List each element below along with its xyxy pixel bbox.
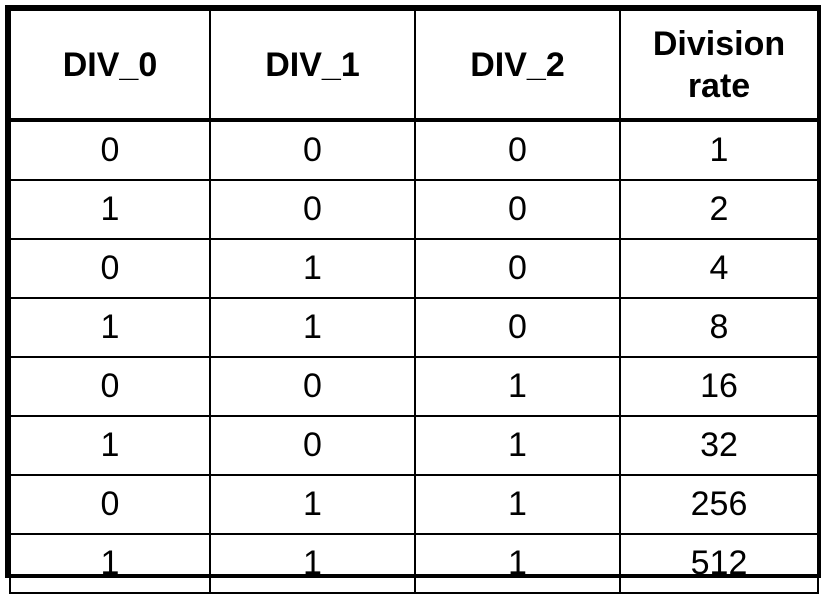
cell-div-2: 1 [414,533,621,594]
header-division-rate-line1: Division [652,24,786,63]
table-row: 1 1 1 512 [9,533,819,594]
cell-division-rate: 256 [619,474,819,535]
cell-div-0: 1 [9,297,211,358]
cell-div-2: 0 [414,179,621,240]
table-body: 0 0 0 1 1 0 0 2 0 1 0 4 1 1 0 8 [9,119,819,594]
table-row: 0 1 1 256 [9,474,819,535]
cell-div-1: 1 [209,238,416,299]
header-division-rate-line2: rate [687,66,751,105]
cell-div-1: 0 [209,119,416,181]
cell-div-0: 1 [9,533,211,594]
cell-div-2: 0 [414,119,621,181]
division-rate-table: DIV_0 DIV_1 DIV_2 Division rate 0 0 0 1 … [5,5,821,594]
cell-div-2: 0 [414,297,621,358]
cell-div-2: 0 [414,238,621,299]
table-row: 1 1 0 8 [9,297,819,358]
cell-division-rate: 2 [619,179,819,240]
cell-div-0: 0 [9,119,211,181]
cell-div-0: 0 [9,356,211,417]
table-row: 1 0 1 32 [9,415,819,476]
cell-div-2: 1 [414,356,621,417]
cell-div-0: 1 [9,179,211,240]
header-div-1: DIV_1 [209,9,416,122]
cell-div-0: 1 [9,415,211,476]
cell-div-1: 0 [209,356,416,417]
cell-division-rate: 8 [619,297,819,358]
cell-division-rate: 32 [619,415,819,476]
cell-div-1: 0 [209,415,416,476]
table-row: 0 0 0 1 [9,119,819,181]
cell-div-0: 0 [9,474,211,535]
header-div-2: DIV_2 [414,9,621,122]
cell-division-rate: 4 [619,238,819,299]
cell-div-0: 0 [9,238,211,299]
table-row: 0 1 0 4 [9,238,819,299]
header-row: DIV_0 DIV_1 DIV_2 Division rate [9,9,819,122]
table-row: 1 0 0 2 [9,179,819,240]
cell-div-1: 1 [209,533,416,594]
header-div-0: DIV_0 [9,9,211,122]
cell-div-2: 1 [414,415,621,476]
cell-div-1: 1 [209,474,416,535]
header-division-rate: Division rate [619,9,819,122]
table: DIV_0 DIV_1 DIV_2 Division rate 0 0 0 1 … [9,9,819,594]
cell-division-rate: 16 [619,356,819,417]
cell-division-rate: 512 [619,533,819,594]
cell-div-1: 0 [209,179,416,240]
cell-div-2: 1 [414,474,621,535]
table-row: 0 0 1 16 [9,356,819,417]
cell-division-rate: 1 [619,119,819,181]
cell-div-1: 1 [209,297,416,358]
